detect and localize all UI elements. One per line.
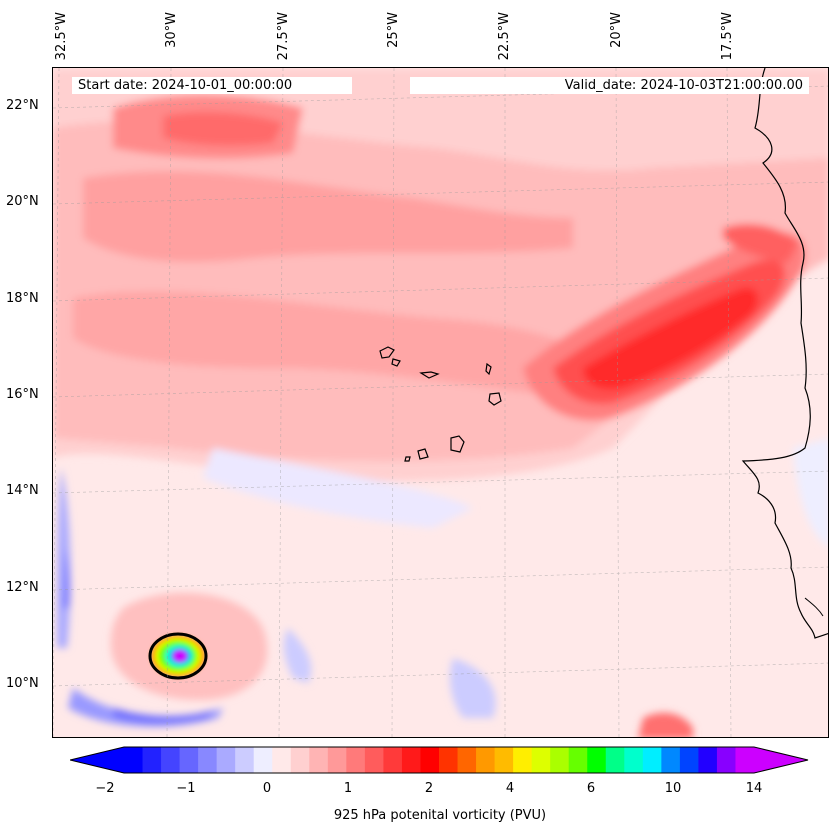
lon-label-25w: 25°W (386, 12, 401, 48)
colorbar-box (161, 747, 181, 773)
colorbar-box (531, 747, 551, 773)
colorbar-box (439, 747, 459, 773)
lat-label-16n: 16°N (6, 387, 39, 402)
lon-label-20w: 20°W (609, 12, 624, 48)
lon-label-30w: 30°W (164, 12, 179, 48)
lat-label-18n: 18°N (6, 291, 39, 306)
colorbar-box (309, 747, 329, 773)
cyclone-vortex (151, 635, 205, 677)
colorbar-box (383, 747, 403, 773)
colorbar-box (364, 747, 385, 773)
colorbar-box (179, 747, 199, 773)
cape-verde-islands (379, 346, 502, 462)
colorbar-box (605, 747, 625, 773)
colorbar-tick: 1 (343, 781, 353, 796)
colorbar-outline (70, 746, 809, 774)
colorbar-box (642, 747, 662, 773)
lon-label-22-5w: 22.5°W (497, 12, 512, 61)
colorbar-tick: −2 (95, 781, 115, 796)
start-date-label: Start date: 2024-10-01_00:00:00 (72, 77, 352, 94)
colorbar-min-arrow (70, 747, 124, 773)
lat-label-22n: 22°N (6, 98, 39, 113)
colorbar-box (698, 747, 718, 773)
africa-coastline (741, 68, 828, 639)
colorbar-box (550, 747, 570, 773)
colorbar-box (661, 747, 681, 773)
colorbar-box (568, 747, 588, 773)
graticule (53, 68, 828, 737)
colorbar-box (716, 747, 737, 773)
colorbar-box (327, 747, 347, 773)
lon-label-32-5w: 32.5°W (54, 12, 69, 61)
colorbar-tick: −1 (176, 781, 196, 796)
colorbar-box (124, 747, 144, 773)
lat-label-10n: 10°N (6, 676, 39, 691)
colorbar-box (420, 747, 440, 773)
pv-contours (53, 68, 828, 737)
colorbar-max-arrow (754, 747, 808, 773)
colorbar-label: 925 hPa potenital vorticity (PVU) (333, 808, 547, 823)
colorbar-tick: 6 (586, 781, 596, 796)
colorbar-box (401, 747, 422, 773)
colorbar-box (624, 747, 644, 773)
coastline-detail (804, 597, 824, 617)
colorbar-box (272, 747, 292, 773)
colorbar-boxes (124, 747, 755, 773)
colorbar-box (198, 747, 218, 773)
colorbar-box (513, 747, 533, 773)
colorbar-tick: 4 (505, 781, 515, 796)
colorbar-tick: 0 (262, 781, 272, 796)
colorbar-tick: 2 (424, 781, 434, 796)
map-panel (52, 67, 829, 738)
colorbar-box (142, 747, 162, 773)
lon-label-27-5w: 27.5°W (276, 12, 291, 61)
lat-label-12n: 12°N (6, 580, 39, 595)
colorbar-tick: 10 (664, 781, 682, 796)
colorbar-box (476, 747, 496, 773)
pv-field-map (53, 68, 828, 737)
lat-label-14n: 14°N (6, 483, 39, 498)
colorbar-box (235, 747, 255, 773)
colorbar-box (735, 747, 755, 773)
colorbar-box (679, 747, 700, 773)
colorbar-tick: 14 (745, 781, 763, 796)
colorbar-box (253, 747, 273, 773)
colorbar-box (346, 747, 366, 773)
lat-label-20n: 20°N (6, 194, 39, 209)
colorbar-box (290, 747, 310, 773)
colorbar-box (494, 747, 514, 773)
colorbar-box (457, 747, 477, 773)
colorbar (70, 746, 809, 774)
vortex-outline (148, 632, 208, 680)
colorbar-box (587, 747, 607, 773)
lon-label-17-5w: 17.5°W (720, 12, 735, 61)
valid-date-label: Valid_date: 2024-10-03T21:00:00.00 (410, 77, 809, 94)
colorbar-box (216, 747, 236, 773)
